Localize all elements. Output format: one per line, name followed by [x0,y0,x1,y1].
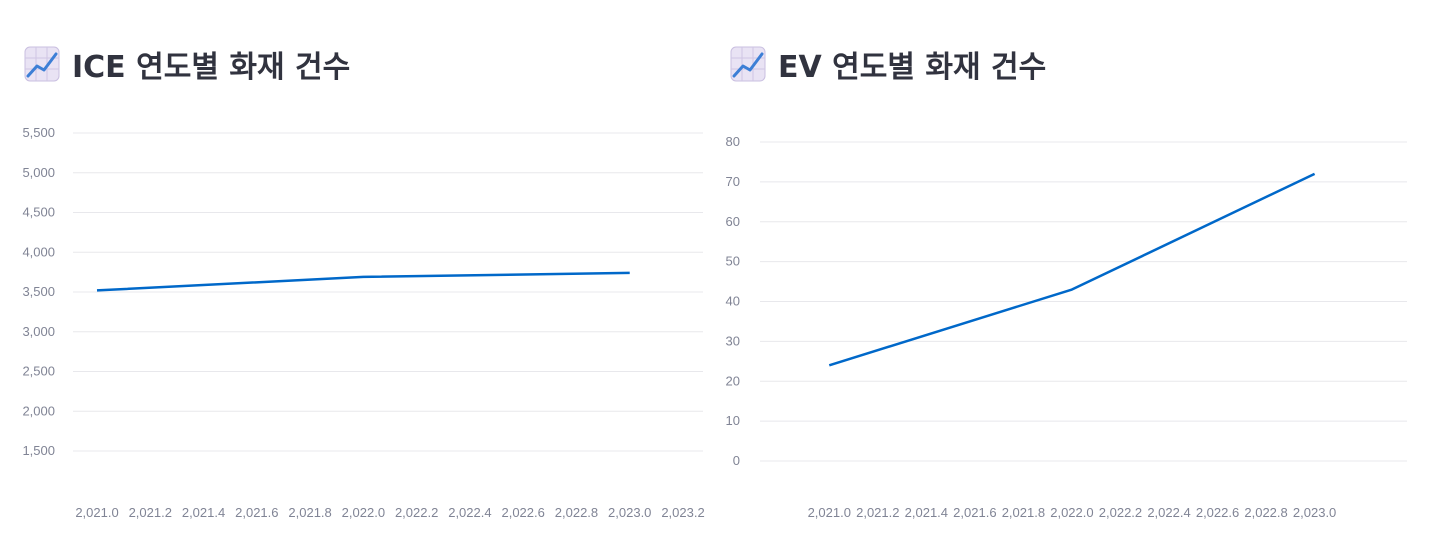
ice-x-tick-label: 2,021.4 [182,505,225,520]
ev-y-tick-label: 40 [726,294,740,309]
ice-y-tick-label: 4,500 [22,205,55,220]
ice-x-tick-label: 2,021.8 [288,505,331,520]
ev-line-chart: 0 10 20 30 40 50 60 70 80 2,021.0 2,021.2 2,021.4 2,… [726,134,1407,520]
ev-chart-heading: EV 연도별 화재 건수 [730,42,1046,86]
ev-x-tick-label: 2,022.6 [1196,505,1239,520]
ev-y-tick-label: 50 [726,254,740,269]
ice-x-tick-label: 2,022.2 [395,505,438,520]
ev-chart-title: EV 연도별 화재 건수 [778,50,1047,85]
ev-x-tick-label: 2,021.4 [905,505,948,520]
ev-x-tick-label: 2,022.2 [1099,505,1142,520]
ev-x-tick-label: 2,021.2 [856,505,899,520]
ev-y-tick-label: 60 [726,214,740,229]
ev-x-tick-label: 2,023.0 [1293,505,1336,520]
ev-x-tick-label: 2,022.4 [1147,505,1190,520]
ice-x-tick-label: 2,021.0 [75,505,118,520]
ev-y-tick-label: 10 [726,413,740,428]
ev-y-tick-label: 30 [726,333,740,348]
ice-y-tick-label: 5,000 [22,165,55,180]
ice-chart-title: ICE 연도별 화재 건수 [72,50,351,85]
ice-x-tick-label: 2,023.2 [661,505,704,520]
ev-y-tick-label: 70 [726,174,740,189]
ice-x-tick-label: 2,022.4 [448,505,491,520]
ev-y-tick-label: 80 [726,134,740,149]
ice-chart-panel: ICE 연도별 화재 건수 1,500 2,000 2,500 3,000 3,500 4… [0,0,720,543]
ice-chart-heading: ICE 연도별 화재 건수 [24,42,350,86]
ice-series-line [96,271,630,292]
ice-x-tick-label: 2,023.0 [608,505,651,520]
ice-line-chart: 1,500 2,000 2,500 3,000 3,500 4,000 4,500 5,000… [22,125,704,520]
ice-y-tick-label: 3,000 [22,324,55,339]
ev-series-line [828,172,1316,367]
ev-x-tick-label: 2,021.8 [1002,505,1045,520]
ev-x-tick-label: 2,022.8 [1244,505,1287,520]
ev-chart-panel: EV 연도별 화재 건수 0 10 20 30 40 50 60 70 80 2,021.0 2,0… [720,0,1441,543]
ice-x-tick-label: 2,022.0 [342,505,385,520]
ice-y-tick-label: 2,000 [22,403,55,418]
ice-y-tick-label: 2,500 [22,364,55,379]
ice-x-tick-label: 2,022.8 [555,505,598,520]
ev-x-tick-label: 2,022.0 [1050,505,1093,520]
chart-increasing-icon [24,46,60,82]
ice-y-tick-label: 1,500 [22,443,55,458]
ev-x-tick-label: 2,021.0 [808,505,851,520]
ice-x-tick-label: 2,021.6 [235,505,278,520]
ice-x-tick-label: 2,021.2 [129,505,172,520]
ice-x-tick-label: 2,022.6 [501,505,544,520]
ice-y-tick-label: 4,000 [22,244,55,259]
ice-y-tick-label: 3,500 [22,284,55,299]
ev-y-tick-label: 0 [733,453,740,468]
ice-y-tick-label: 5,500 [22,125,55,140]
ev-y-tick-label: 20 [726,373,740,388]
chart-increasing-icon [730,46,766,82]
ev-x-tick-label: 2,021.6 [953,505,996,520]
